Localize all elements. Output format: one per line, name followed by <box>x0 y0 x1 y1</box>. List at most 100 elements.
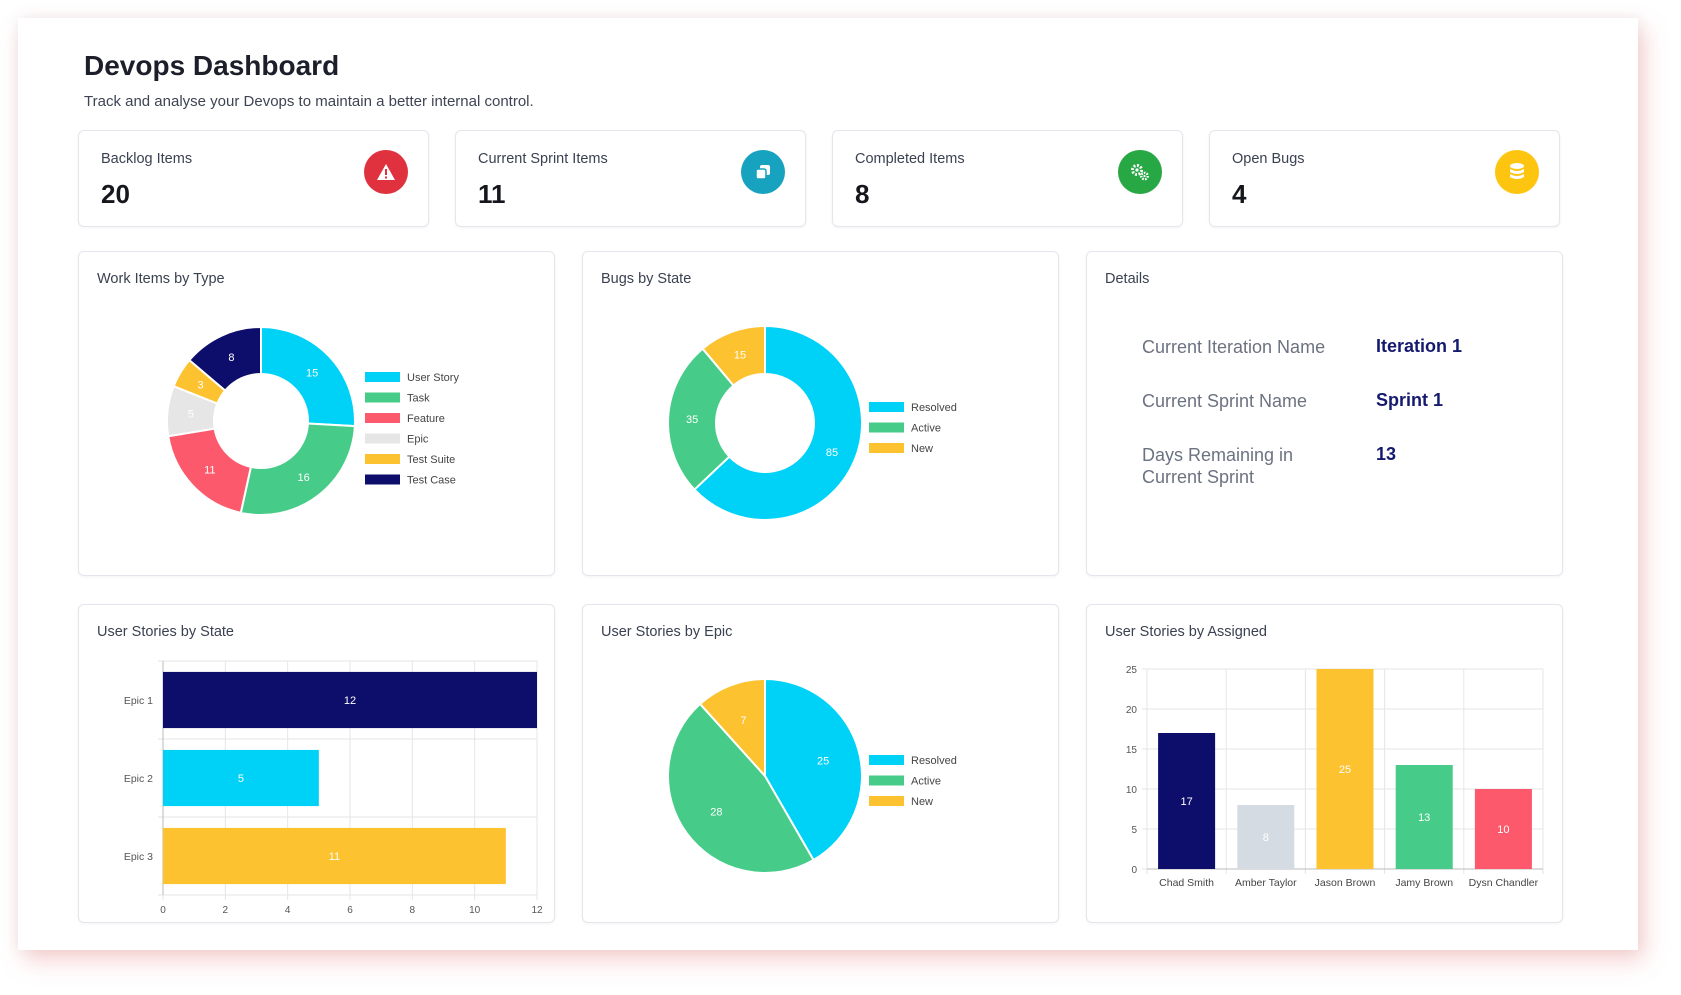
slice-label-user-story: 15 <box>306 368 318 380</box>
slice-label-resolved: 25 <box>817 755 829 767</box>
stat-card-open-bugs[interactable]: Open Bugs 4 <box>1209 130 1560 227</box>
x-tick-label: Chad Smith <box>1159 877 1214 889</box>
bar-jamy-brown <box>1395 765 1453 869</box>
legend-label-feature: Feature <box>407 413 445 425</box>
detail-value-iteration: Iteration 1 <box>1376 336 1463 356</box>
y-tick-label: Epic 1 <box>124 695 153 707</box>
detail-value-days: 13 <box>1376 444 1397 464</box>
copy-icon <box>741 150 785 194</box>
x-tick-label: Jason Brown <box>1315 877 1376 889</box>
stories-state-bar-chart: 0 2 4 6 8 10 12 12 Epic 1 5 Epic 2 11 Epic 3 <box>124 660 543 916</box>
legend-label-test-case: Test Case <box>407 475 456 487</box>
legend-swatch-resolved <box>869 402 904 412</box>
legend-label-epic: Epic <box>407 434 429 446</box>
bar-chad-smith <box>1158 733 1216 869</box>
x-tick-label: 12 <box>531 905 543 916</box>
legend-swatch-resolved <box>869 755 904 765</box>
legend-label-user-story: User Story <box>407 372 459 384</box>
legend-swatch-user-story <box>365 372 400 382</box>
bar-dysn-chandler <box>1474 789 1532 869</box>
page-title: Devops Dashboard <box>84 50 340 81</box>
x-tick-label: Dysn Chandler <box>1469 877 1539 889</box>
legend-label-active: Active <box>911 423 941 435</box>
stat-label: Current Sprint Items <box>478 151 608 167</box>
work-items-doughnut-chart: 15 16 11 5 3 8 User Story Task Feature Epic Test S… <box>166 325 459 516</box>
bar-epic-3 <box>163 827 506 885</box>
stories-assigned-bar-chart: 0 5 10 15 20 25 17 Chad Smith 8 Amber Taylor 25 Jas… <box>1126 665 1544 889</box>
slice-active <box>667 702 815 874</box>
bugs-doughnut-chart: 85 35 15 Resolved Active New <box>667 324 957 521</box>
legend-label-resolved: Resolved <box>911 402 957 414</box>
legend-label-test-suite: Test Suite <box>407 454 455 466</box>
stat-card-backlog[interactable]: Backlog Items 20 <box>78 130 429 227</box>
legend-label-task: Task <box>407 393 430 405</box>
legend-swatch-epic <box>365 433 400 444</box>
legend-swatch-new <box>869 443 904 453</box>
stat-value: 11 <box>478 179 506 209</box>
legend-label-active: Active <box>911 776 941 788</box>
y-tick-label: Epic 2 <box>124 773 153 785</box>
stories-epic-pie-chart: 25 28 7 Resolved Active New <box>667 677 957 874</box>
slice-resolved <box>764 677 863 862</box>
bar-epic-2 <box>163 749 319 807</box>
work-items-panel: Work Items by Type 15 16 11 5 3 8 User Story Ta… <box>78 251 555 576</box>
bar-value-label: 11 <box>329 851 340 863</box>
slice-active <box>667 347 735 491</box>
legend-swatch-feature <box>365 413 400 423</box>
stories-state-panel: User Stories by State 0 2 4 6 8 10 12 12 Epic 1 5… <box>78 604 555 923</box>
slice-resolved <box>693 324 863 521</box>
database-icon <box>1495 150 1539 194</box>
slice-label-test-case: 8 <box>228 352 234 364</box>
y-tick-label: Epic 3 <box>124 851 153 863</box>
stat-value: 8 <box>855 179 870 209</box>
slice-label-epic: 5 <box>188 408 194 420</box>
bar-value-label: 17 <box>1180 796 1192 808</box>
stories-assigned-panel: User Stories by Assigned 0 5 10 15 20 25 17 Cha… <box>1086 604 1563 923</box>
legend-label-new: New <box>911 443 933 455</box>
x-tick-label: 8 <box>410 905 416 916</box>
legend-swatch-task <box>365 392 400 403</box>
legend-swatch-test-suite <box>365 454 400 464</box>
slice-test-case <box>187 325 262 392</box>
bar-value-label: 12 <box>344 695 356 707</box>
stat-card-current-sprint[interactable]: Current Sprint Items 11 <box>455 130 806 227</box>
detail-label-sprint: Current Sprint Name <box>1142 391 1308 411</box>
legend-swatch-active <box>869 422 904 433</box>
gears-icon <box>1118 150 1162 194</box>
stat-label: Completed Items <box>855 151 965 167</box>
slice-user-story <box>260 325 356 428</box>
y-tick-label: 0 <box>1131 865 1137 876</box>
y-tick-label: 25 <box>1126 665 1138 676</box>
x-tick-label: Jamy Brown <box>1395 877 1453 889</box>
slice-task <box>239 422 356 516</box>
slice-label-task: 16 <box>298 472 310 484</box>
y-tick-label: 5 <box>1131 825 1137 836</box>
legend-swatch-new <box>869 796 904 806</box>
bar-value-label: 8 <box>1263 832 1269 844</box>
page-subtitle: Track and analyse your Devops to maintai… <box>84 93 534 110</box>
slice-label-feature: 11 <box>204 464 215 476</box>
stat-label: Backlog Items <box>101 151 193 167</box>
x-tick-label: 6 <box>347 905 353 916</box>
bar-value-label: 10 <box>1497 824 1509 836</box>
legend-swatch-active <box>869 775 904 786</box>
panel-title: Bugs by State <box>601 271 692 287</box>
stat-value: 20 <box>101 179 130 209</box>
detail-label-iteration: Current Iteration Name <box>1142 337 1326 357</box>
panel-title: User Stories by State <box>97 624 234 640</box>
panel-title: User Stories by Assigned <box>1105 624 1267 640</box>
slice-label-test-suite: 3 <box>198 380 204 392</box>
panel-title: Work Items by Type <box>97 271 225 287</box>
bar-amber-taylor <box>1237 805 1295 869</box>
slice-new <box>701 324 766 387</box>
y-tick-label: 20 <box>1126 705 1138 716</box>
slice-label-active: 35 <box>686 414 698 426</box>
stat-card-completed[interactable]: Completed Items 8 <box>832 130 1183 227</box>
x-tick-label: 10 <box>469 905 481 916</box>
legend-label-resolved: Resolved <box>911 755 957 767</box>
y-tick-label: 10 <box>1126 785 1138 796</box>
bar-jason-brown <box>1316 669 1374 869</box>
x-tick-label: 0 <box>160 905 166 916</box>
detail-value-sprint: Sprint 1 <box>1376 390 1444 410</box>
slice-label-new: 7 <box>740 715 746 727</box>
